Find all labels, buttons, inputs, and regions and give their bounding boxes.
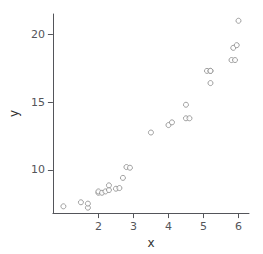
svg-text:y: y: [7, 110, 21, 117]
svg-text:2: 2: [95, 220, 102, 233]
svg-text:20: 20: [31, 28, 45, 41]
svg-text:10: 10: [31, 163, 45, 176]
svg-text:4: 4: [165, 220, 172, 233]
svg-text:3: 3: [130, 220, 137, 233]
svg-text:6: 6: [235, 220, 242, 233]
svg-text:15: 15: [31, 96, 45, 109]
svg-text:x: x: [147, 236, 154, 250]
svg-text:5: 5: [200, 220, 207, 233]
